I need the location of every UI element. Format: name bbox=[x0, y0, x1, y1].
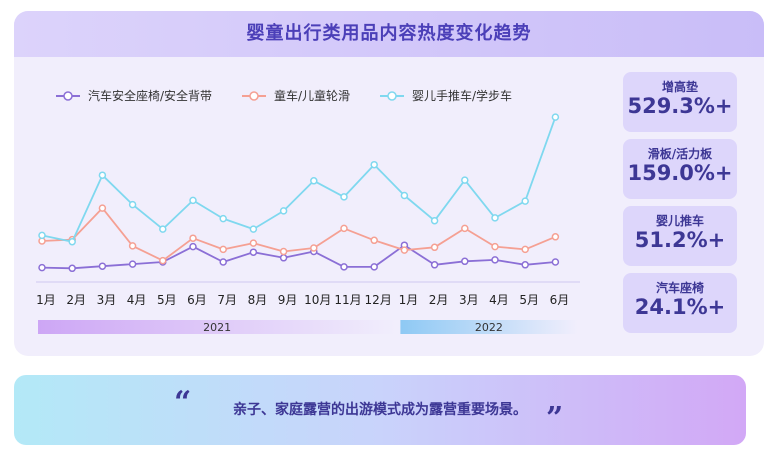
data-point bbox=[128, 260, 137, 268]
data-point bbox=[370, 236, 378, 245]
data-point bbox=[491, 214, 499, 222]
series-line bbox=[41, 244, 556, 270]
data-point bbox=[340, 193, 348, 201]
stat-value: 529.3%+ bbox=[627, 94, 733, 118]
data-point bbox=[279, 254, 288, 262]
x-tick-label: 1月 bbox=[399, 293, 419, 307]
open-quote-icon: “ bbox=[174, 385, 192, 420]
data-point bbox=[491, 256, 499, 264]
series-line bbox=[41, 207, 556, 262]
data-point bbox=[98, 171, 107, 179]
x-tick-label: 8月 bbox=[248, 293, 268, 307]
x-tick-label: 6月 bbox=[187, 293, 207, 307]
data-point bbox=[521, 197, 529, 205]
x-tick-label: 2月 bbox=[429, 293, 449, 307]
x-tick-label: 9月 bbox=[278, 293, 298, 307]
quote-banner: 亲子、家庭露营的出游模式成为露营重要场景。 bbox=[14, 375, 746, 445]
data-point bbox=[189, 196, 197, 205]
data-point bbox=[551, 113, 560, 121]
data-point bbox=[219, 245, 227, 254]
data-point bbox=[340, 263, 348, 271]
data-point bbox=[521, 245, 529, 254]
data-point bbox=[38, 231, 46, 240]
series-line bbox=[41, 116, 557, 243]
data-point bbox=[461, 176, 469, 184]
data-point bbox=[279, 247, 288, 256]
data-point bbox=[38, 263, 46, 272]
stat-value: 51.2%+ bbox=[634, 228, 726, 252]
legend-swatch-marker bbox=[63, 91, 73, 101]
stat-label: 增高垫 bbox=[661, 80, 698, 94]
data-point bbox=[68, 237, 76, 246]
data-point bbox=[310, 177, 318, 185]
stat-card-stroller: 婴儿推车 51.2%+ bbox=[623, 206, 737, 266]
legend-label: 婴儿手推车/学步车 bbox=[412, 88, 512, 103]
data-point bbox=[370, 160, 378, 169]
data-point bbox=[551, 258, 560, 266]
stat-value: 159.0%+ bbox=[627, 161, 733, 185]
close-quote-icon: ” bbox=[546, 401, 564, 436]
x-tick-label: 4月 bbox=[127, 293, 147, 307]
stat-label: 滑板/活力板 bbox=[647, 147, 713, 161]
x-tick-label: 12月 bbox=[365, 293, 392, 307]
data-point bbox=[370, 263, 378, 271]
data-point bbox=[430, 261, 439, 269]
stat-label: 婴儿推车 bbox=[655, 214, 704, 228]
data-point bbox=[189, 234, 197, 242]
data-point bbox=[249, 248, 258, 256]
x-tick-label: 6月 bbox=[550, 293, 570, 307]
x-tick-label: 7月 bbox=[217, 293, 237, 307]
x-tick-label: 4月 bbox=[489, 293, 509, 307]
data-point bbox=[461, 257, 469, 266]
legend-label: 汽车安全座椅/安全背带 bbox=[88, 88, 212, 103]
data-point bbox=[430, 216, 439, 225]
legend-swatch-marker bbox=[249, 91, 259, 101]
legend-swatch-marker bbox=[387, 91, 397, 101]
x-tick-label: 5月 bbox=[157, 293, 177, 307]
data-point bbox=[249, 225, 258, 233]
x-tick-label: 2月 bbox=[66, 293, 86, 307]
year-label: 2022 bbox=[475, 321, 503, 334]
data-point bbox=[159, 256, 167, 265]
data-point bbox=[430, 243, 439, 252]
data-point bbox=[400, 246, 409, 254]
stat-label: 汽车座椅 bbox=[655, 281, 704, 295]
year-bar bbox=[400, 320, 578, 334]
stat-card-skateboard: 滑板/活力板 159.0%+ bbox=[623, 139, 737, 199]
legend-label: 童车/儿童轮滑 bbox=[274, 88, 350, 103]
data-point bbox=[159, 225, 167, 233]
title-bar bbox=[14, 11, 764, 57]
data-point bbox=[68, 264, 76, 273]
data-point bbox=[189, 242, 197, 251]
data-point bbox=[249, 239, 258, 247]
data-point bbox=[400, 191, 409, 200]
data-point bbox=[521, 261, 529, 269]
data-point bbox=[128, 200, 137, 209]
data-point bbox=[219, 258, 227, 266]
data-point bbox=[340, 224, 348, 233]
x-tick-label: 5月 bbox=[519, 293, 539, 307]
data-point bbox=[491, 242, 499, 251]
stat-card-booster: 增高垫 529.3%+ bbox=[623, 72, 737, 132]
data-point bbox=[98, 262, 107, 270]
data-point bbox=[310, 244, 318, 252]
data-point bbox=[461, 224, 469, 233]
data-point bbox=[551, 233, 560, 241]
year-label: 2021 bbox=[203, 321, 231, 334]
x-tick-label: 10月 bbox=[304, 293, 331, 307]
chart-title: 婴童出行类用品内容热度变化趋势 bbox=[246, 23, 532, 44]
data-point bbox=[98, 204, 107, 212]
data-point bbox=[128, 242, 137, 250]
data-point bbox=[219, 214, 227, 223]
x-tick-label: 1月 bbox=[36, 293, 56, 307]
data-point bbox=[279, 207, 288, 215]
x-tick-label: 3月 bbox=[459, 293, 479, 307]
year-bar bbox=[38, 320, 397, 334]
stat-card-car-seat: 汽车座椅 24.1%+ bbox=[623, 273, 737, 333]
x-tick-label: 11月 bbox=[334, 293, 361, 307]
x-tick-label: 3月 bbox=[97, 293, 117, 307]
banner-text: 亲子、家庭露营的出游模式成为露营重要场景。 bbox=[233, 402, 527, 418]
stat-value: 24.1%+ bbox=[634, 295, 726, 319]
